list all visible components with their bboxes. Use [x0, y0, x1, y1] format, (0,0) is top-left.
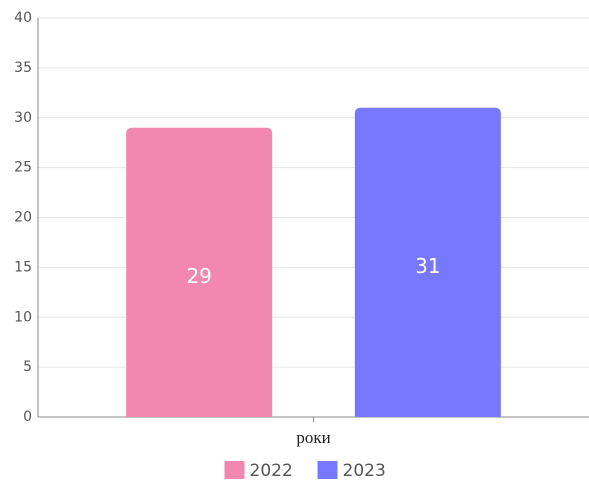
y-tick-label: 30: [14, 110, 32, 126]
data-label: 29: [186, 264, 211, 288]
y-tick-label: 10: [14, 309, 32, 325]
y-tick-label: 15: [14, 259, 32, 275]
legend-label: 2022: [250, 461, 293, 481]
y-tick-label: 0: [23, 409, 32, 425]
legend-label: 2023: [343, 461, 386, 481]
y-tick-label: 5: [23, 359, 32, 375]
y-tick-label: 40: [14, 10, 32, 26]
legend-swatch: [317, 461, 338, 479]
x-tick-label: роки: [296, 428, 330, 447]
data-label: 31: [415, 254, 440, 278]
legend-swatch: [224, 461, 245, 479]
bar: [354, 107, 501, 418]
y-tick-label: 20: [14, 210, 32, 226]
bar: [126, 127, 273, 417]
y-tick-label: 25: [14, 160, 32, 176]
y-tick-label: 35: [14, 60, 32, 76]
